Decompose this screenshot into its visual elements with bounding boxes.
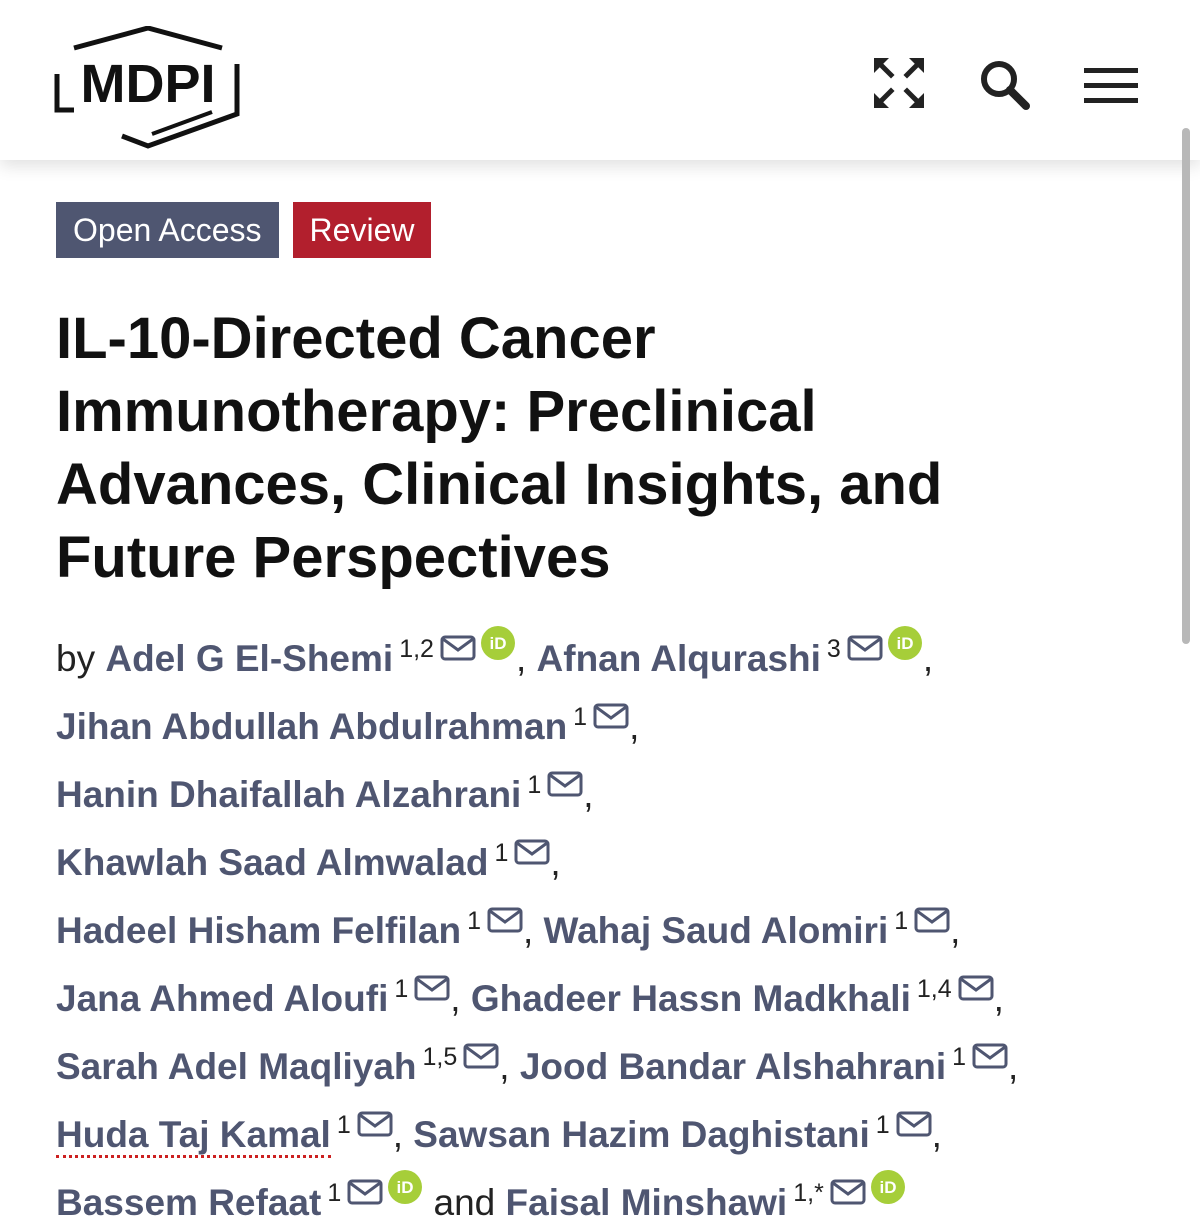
separator: , [499, 1046, 510, 1087]
separator: , [515, 638, 527, 679]
email-icon[interactable] [487, 907, 523, 933]
email-icon[interactable] [896, 1111, 932, 1137]
email-icon[interactable] [440, 635, 476, 661]
author-name[interactable]: Faisal Minshawi [505, 1182, 788, 1223]
separator: , [950, 910, 961, 951]
author-name[interactable]: Huda Taj Kamal [56, 1114, 331, 1158]
affiliation-sup: 1,4 [916, 975, 952, 1003]
affiliation-sup: 1 [875, 1111, 890, 1139]
affiliation-sup: 1 [327, 1179, 342, 1207]
author-name[interactable]: Sawsan Hazim Daghistani [413, 1114, 870, 1155]
orcid-icon[interactable]: iD [870, 1169, 906, 1205]
affiliation-sup: 1 [952, 1043, 967, 1071]
email-icon[interactable] [914, 907, 950, 933]
separator: , [629, 706, 640, 747]
email-icon[interactable] [514, 839, 550, 865]
title-line: Advances, Clinical Insights, and [56, 452, 943, 517]
email-icon[interactable] [958, 975, 994, 1001]
svg-text:iD: iD [397, 1178, 414, 1197]
separator: , [583, 774, 594, 815]
author-name[interactable]: Ghadeer Hassn Madkhali [470, 978, 911, 1019]
affiliation-sup: 3 [826, 635, 841, 663]
email-icon[interactable] [972, 1043, 1008, 1069]
email-icon[interactable] [847, 635, 883, 661]
orcid-icon[interactable]: iD [887, 625, 923, 661]
review-badge[interactable]: Review [292, 202, 432, 258]
email-icon[interactable] [463, 1043, 499, 1069]
author-name[interactable]: Adel G El-Shemi [105, 638, 394, 679]
affiliation-sup: 1 [894, 907, 909, 935]
affiliation-sup: 1 [394, 975, 409, 1003]
email-icon[interactable] [357, 1111, 393, 1137]
separator: , [450, 978, 461, 1019]
separator: , [392, 1114, 404, 1155]
title-line: Future Perspectives [56, 525, 611, 590]
svg-text:iD: iD [879, 1178, 896, 1197]
separator: , [922, 638, 934, 679]
email-icon[interactable] [593, 703, 629, 729]
email-icon[interactable] [347, 1179, 383, 1205]
separator: , [522, 910, 534, 951]
affiliation-sup: 1,5 [422, 1043, 458, 1071]
menu-icon[interactable] [1084, 66, 1138, 106]
svg-text:iD: iD [896, 634, 913, 653]
orcid-icon[interactable]: iD [480, 625, 516, 661]
expand-icon[interactable] [872, 56, 926, 110]
author-name[interactable]: Wahaj Saud Alomiri [543, 910, 889, 951]
article-badges: Open Access Review [56, 202, 432, 258]
affiliation-sup: 1,* [793, 1179, 824, 1207]
separator: , [1008, 1046, 1019, 1087]
mdpi-logo[interactable]: MDPI [52, 26, 242, 150]
orcid-icon[interactable]: iD [387, 1169, 423, 1205]
author-name[interactable]: Khawlah Saad Almwalad [56, 842, 489, 883]
scrollbar-thumb[interactable] [1182, 128, 1190, 644]
affiliation-sup: 1 [573, 703, 588, 731]
separator: , [993, 978, 1004, 1019]
author-name[interactable]: Jana Ahmed Aloufi [56, 978, 389, 1019]
author-name[interactable]: Hanin Dhaifallah Alzahrani [56, 774, 522, 815]
affiliation-sup: 1 [494, 839, 509, 867]
affiliation-sup: 1 [336, 1111, 351, 1139]
and-label: and [433, 1182, 496, 1223]
open-access-badge[interactable]: Open Access [56, 202, 279, 258]
search-icon[interactable] [978, 58, 1032, 112]
svg-text:iD: iD [489, 634, 506, 653]
author-name[interactable]: Afnan Alqurashi [536, 638, 821, 679]
author-name[interactable]: Bassem Refaat [56, 1182, 322, 1223]
author-name[interactable]: Jood Bandar Alshahrani [519, 1046, 947, 1087]
author-name[interactable]: Sarah Adel Maqliyah [56, 1046, 417, 1087]
title-line: Immunotherapy: Preclinical [56, 379, 817, 444]
email-icon[interactable] [414, 975, 450, 1001]
site-header: MDPI [0, 0, 1200, 160]
email-icon[interactable] [547, 771, 583, 797]
logo-text: MDPI [81, 54, 216, 114]
affiliation-sup: 1,2 [399, 635, 434, 663]
title-line: IL-10-Directed Cancer [56, 306, 656, 371]
article-title: IL-10-Directed Cancer Immunotherapy: Pre… [56, 302, 1116, 594]
affiliation-sup: 1 [467, 907, 481, 935]
author-name[interactable]: Hadeel Hisham Felfilan [56, 910, 462, 951]
by-label: by [56, 638, 96, 679]
author-name[interactable]: Jihan Abdullah Abdulrahman [56, 706, 568, 747]
email-icon[interactable] [830, 1179, 866, 1205]
separator: , [550, 842, 561, 883]
author-list: by Adel G El-Shemi 1,2 iD, Afnan Alqurashi… [56, 620, 1166, 1232]
affiliation-sup: 1 [527, 771, 542, 799]
separator: , [931, 1114, 942, 1155]
